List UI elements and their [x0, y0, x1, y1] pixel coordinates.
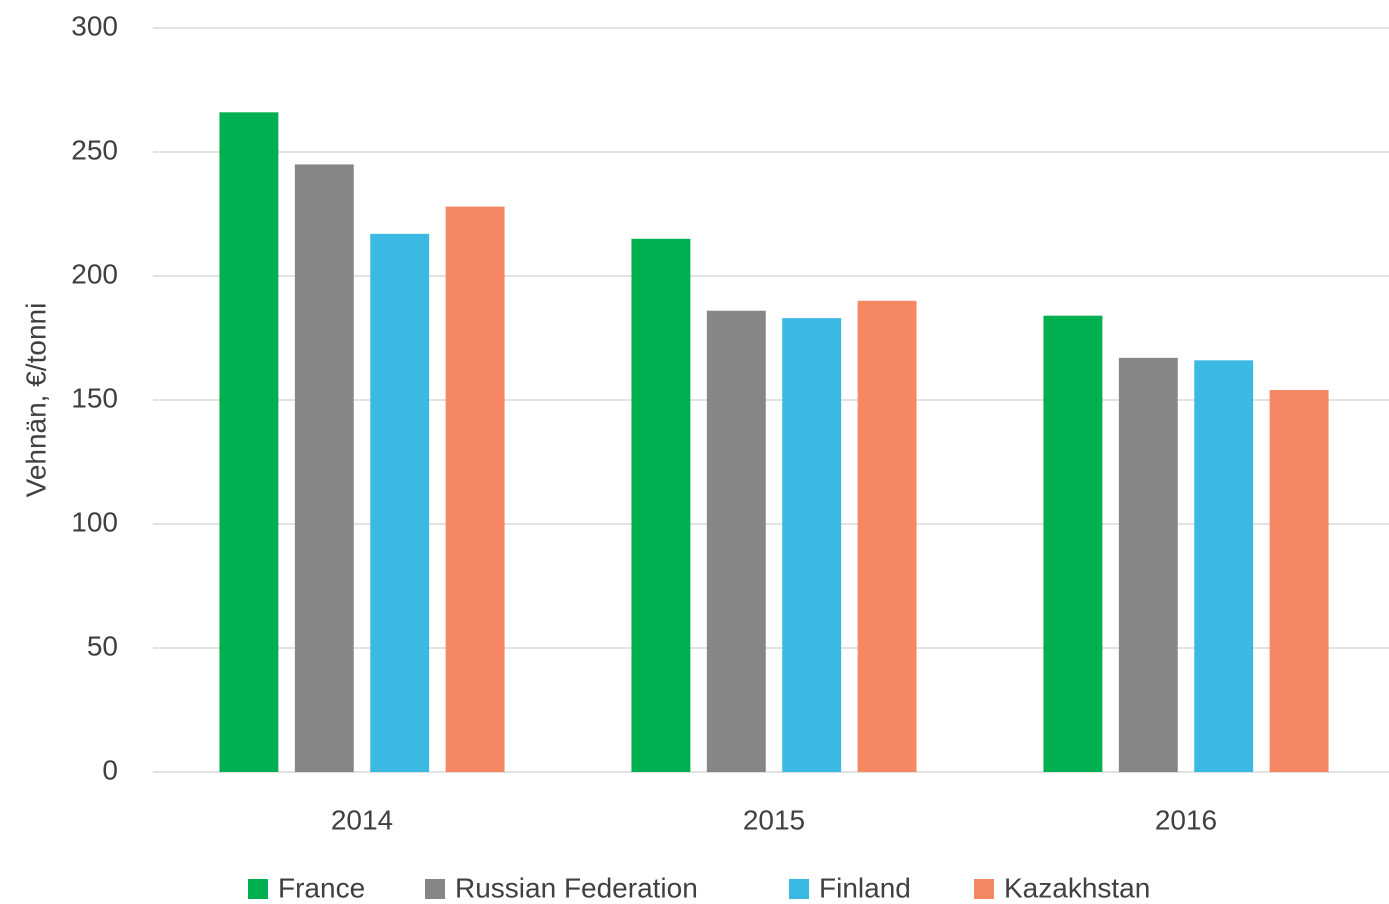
bar	[857, 300, 917, 772]
x-tick-label: 2014	[331, 804, 393, 835]
bar	[631, 238, 691, 773]
y-tick-label: 50	[87, 630, 118, 661]
bar	[1194, 360, 1254, 772]
legend-label: Kazakhstan	[1004, 872, 1150, 903]
bar	[706, 310, 766, 772]
legend-label: Russian Federation	[455, 872, 698, 903]
legend-label: Finland	[819, 872, 911, 903]
y-tick-label: 300	[71, 10, 118, 41]
legend-swatch	[425, 879, 445, 899]
bar	[1269, 390, 1329, 772]
legend-swatch	[974, 879, 994, 899]
bar	[445, 206, 505, 772]
x-tick-label: 2015	[743, 804, 805, 835]
y-tick-label: 200	[71, 258, 118, 289]
x-tick-label: 2016	[1155, 804, 1217, 835]
bar	[294, 164, 354, 772]
y-tick-label: 250	[71, 134, 118, 165]
y-axis-label: Vehnän, €/tonni	[20, 303, 51, 498]
y-tick-label: 0	[102, 754, 118, 785]
legend-label: France	[278, 872, 365, 903]
legend-swatch	[248, 879, 268, 899]
bar	[370, 233, 430, 773]
bar	[219, 112, 279, 772]
bar	[1043, 315, 1103, 772]
legend-swatch	[789, 879, 809, 899]
y-tick-label: 100	[71, 506, 118, 537]
bar	[782, 318, 842, 772]
y-tick-label: 150	[71, 382, 118, 413]
bar	[1118, 357, 1178, 772]
